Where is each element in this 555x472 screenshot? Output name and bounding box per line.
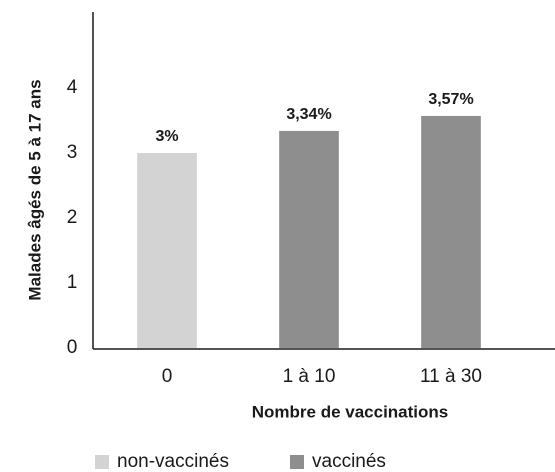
y-axis-title: Malades âgés de 5 à 17 ans [25,79,44,300]
legend-label: non-vaccinés [117,451,229,472]
bar [137,153,197,348]
y-tick-label: 2 [67,207,78,228]
x-axis-title: Nombre de vaccinations [252,402,449,421]
legend-label: vaccinés [312,451,386,472]
y-tick-label: 3 [67,142,78,163]
data-label: 3% [155,128,178,145]
y-tick-label: 0 [67,337,78,358]
x-tick-label: 11 à 30 [420,366,482,387]
legend-swatch [290,455,304,469]
y-tick-label: 1 [67,272,78,293]
bar [421,115,481,348]
bar [279,130,339,348]
y-tick-label: 4 [67,77,78,98]
legend-swatch [95,455,109,469]
data-label: 3,57% [428,91,473,108]
data-label: 3,34% [286,106,331,123]
x-tick-label: 0 [162,366,173,387]
x-tick-label: 1 à 10 [283,366,336,387]
